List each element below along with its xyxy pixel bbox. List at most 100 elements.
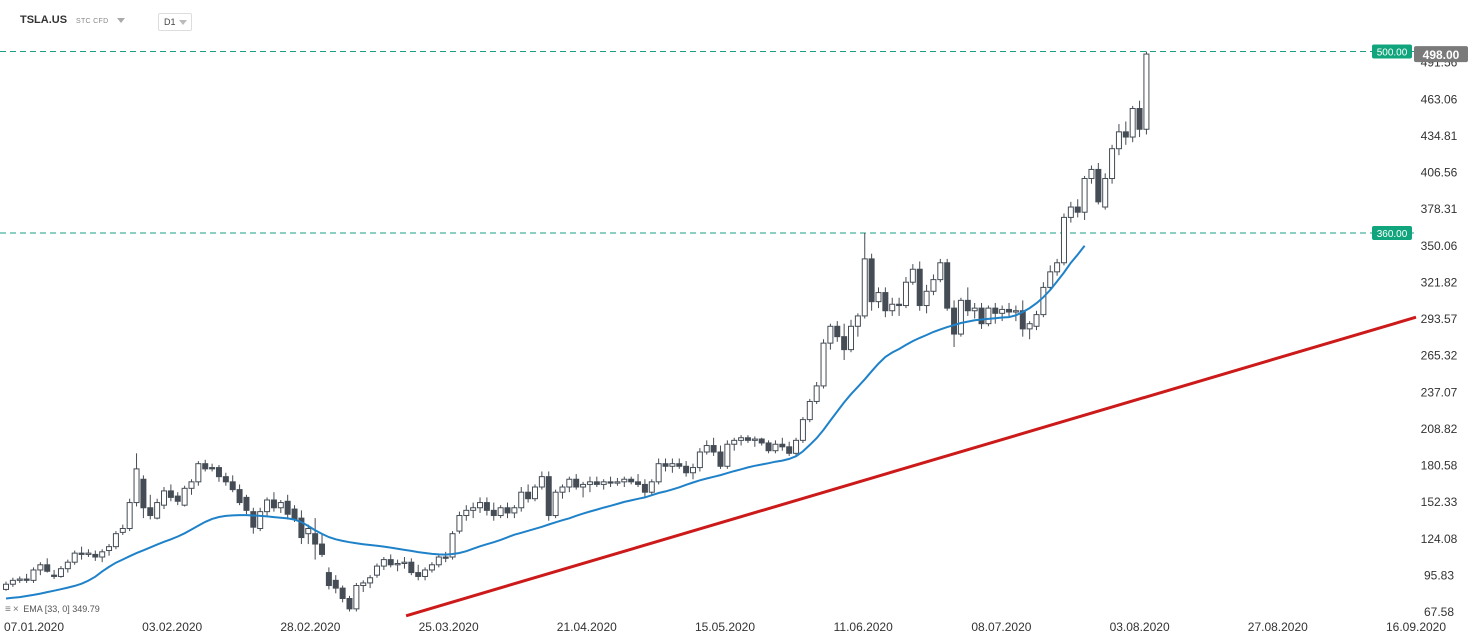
- candle-up: [1088, 168, 1095, 180]
- y-tick-label: 208.82: [1421, 422, 1458, 436]
- candle-up: [923, 290, 930, 307]
- candle-down: [44, 564, 51, 572]
- candle-up: [971, 307, 978, 312]
- candle-up: [154, 502, 161, 519]
- candle-down: [319, 543, 326, 555]
- candle-up: [373, 565, 380, 576]
- candle-down: [786, 446, 793, 454]
- candle-up: [827, 325, 834, 344]
- candle-down: [387, 559, 394, 566]
- timeframe-select[interactable]: D1: [158, 13, 192, 31]
- candle-down: [834, 325, 841, 338]
- last-price-label: 498.00: [1423, 48, 1460, 62]
- candle-up: [724, 443, 731, 467]
- ema-label: EMA [33, 0] 349.79: [23, 604, 100, 614]
- candle-up: [435, 556, 442, 566]
- candle-down: [92, 553, 99, 558]
- candle-up: [538, 476, 545, 488]
- candle-down: [23, 578, 30, 581]
- x-tick-label: 28.02.2020: [280, 620, 340, 634]
- candle-up: [264, 499, 271, 513]
- symbol-dropdown-icon[interactable]: [117, 18, 125, 23]
- candle-up: [106, 546, 113, 552]
- candle-up: [353, 585, 360, 610]
- y-tick-label: 180.58: [1421, 459, 1458, 473]
- candle-up: [360, 582, 367, 587]
- candle-up: [1026, 323, 1033, 330]
- y-tick-label: 293.57: [1421, 312, 1458, 326]
- candle-up: [999, 308, 1006, 314]
- candle-up: [1067, 206, 1074, 218]
- x-tick-label: 21.04.2020: [557, 620, 617, 634]
- trendline: [405, 315, 1417, 618]
- candle-up: [112, 533, 119, 548]
- last-price-badge: [1414, 46, 1468, 63]
- candle-up: [1102, 178, 1109, 208]
- candle-up: [1115, 131, 1122, 150]
- x-tick-label: 08.07.2020: [971, 620, 1031, 634]
- candle-down: [607, 481, 614, 484]
- y-tick-label: 434.81: [1421, 129, 1458, 143]
- candle-up: [477, 502, 484, 509]
- close-icon[interactable]: ×: [12, 604, 19, 615]
- candle-down: [174, 495, 181, 502]
- candle-up: [133, 468, 140, 504]
- candle-up: [456, 515, 463, 532]
- candle-up: [195, 463, 202, 483]
- candle-up: [37, 564, 44, 571]
- y-tick-label: 124.08: [1421, 532, 1458, 546]
- candle-up: [57, 568, 64, 577]
- candle-down: [779, 443, 786, 448]
- menu-icon[interactable]: ≡: [5, 604, 11, 615]
- candle-down: [147, 507, 154, 517]
- candle-up: [614, 481, 621, 484]
- candle-up: [71, 552, 78, 563]
- candle-up: [305, 527, 312, 535]
- candle-up: [16, 578, 23, 581]
- candle-down: [1136, 108, 1143, 130]
- timeframe-value: D1: [164, 17, 176, 27]
- candle-down: [662, 463, 669, 467]
- candle-down: [1122, 131, 1129, 138]
- candle-down: [951, 307, 958, 335]
- candle-up: [793, 439, 800, 454]
- candle-up: [428, 564, 435, 571]
- candle-down: [573, 478, 580, 488]
- candle-down: [490, 509, 497, 517]
- candle-up: [985, 307, 992, 325]
- candle-down: [1074, 206, 1081, 213]
- x-tick-label: 03.02.2020: [142, 620, 202, 634]
- candle-down: [167, 490, 174, 498]
- candle-up: [600, 481, 607, 485]
- candle-down: [545, 476, 552, 517]
- candle-up: [1081, 178, 1088, 213]
- candle-up: [1129, 108, 1136, 138]
- candle-down: [683, 465, 690, 474]
- candle-down: [298, 517, 305, 539]
- candle-up: [277, 502, 284, 509]
- chevron-down-icon: [179, 20, 187, 25]
- candle-up: [1143, 53, 1150, 130]
- candle-down: [635, 481, 642, 485]
- candle-down: [964, 299, 971, 312]
- ema-legend[interactable]: ≡ × EMA [33, 0] 349.79: [5, 604, 100, 615]
- candle-down: [1006, 308, 1013, 313]
- candle-up: [511, 507, 518, 514]
- candle-up: [30, 569, 37, 581]
- candle-up: [580, 483, 587, 488]
- candle-up: [909, 268, 916, 283]
- candle-up: [738, 437, 745, 441]
- y-tick-label: 152.33: [1421, 495, 1458, 509]
- candle-down: [442, 556, 449, 559]
- instrument-type: STC CFD: [76, 18, 109, 25]
- candle-down: [628, 478, 635, 483]
- candle-down: [415, 572, 422, 577]
- candle-up: [9, 579, 16, 585]
- candle-down: [868, 258, 875, 303]
- candle-up: [470, 507, 477, 511]
- y-tick-label: 406.56: [1421, 166, 1458, 180]
- symbol-label[interactable]: TSLA.US: [20, 14, 68, 26]
- candle-up: [854, 315, 861, 327]
